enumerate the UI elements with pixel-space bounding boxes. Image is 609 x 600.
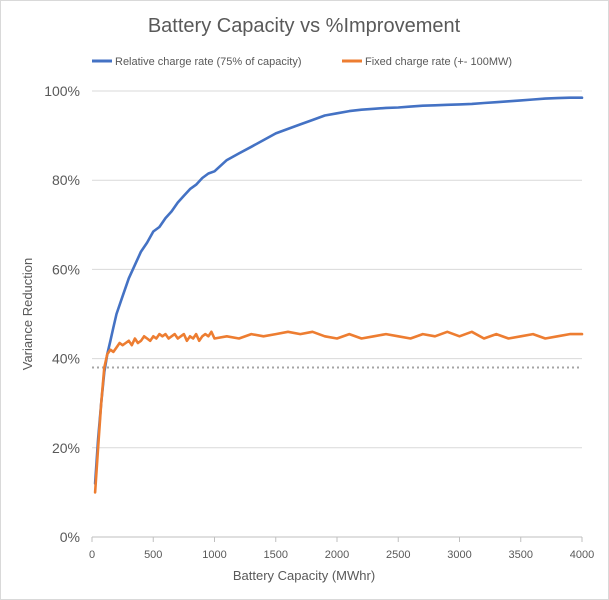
y-axis-label: Variance Reduction <box>20 258 35 371</box>
y-tick-label: 60% <box>52 261 80 277</box>
x-axis-ticks: 0 500 1000 1500 2000 2500 3000 3500 4000 <box>89 537 594 561</box>
y-tick-label: 20% <box>52 440 80 456</box>
series-line-relative <box>93 96 584 485</box>
y-tick-label: 0% <box>60 529 80 545</box>
x-tick-label: 2000 <box>325 549 349 561</box>
x-tick-label: 3000 <box>447 549 471 561</box>
x-tick-label: 500 <box>144 549 162 561</box>
x-tick-label: 2500 <box>386 549 410 561</box>
gridlines <box>92 90 582 538</box>
series-line-fixed <box>93 330 584 494</box>
x-tick-label: 4000 <box>570 549 594 561</box>
series-lines <box>93 96 584 494</box>
y-axis-ticks: 0% 20% 40% 60% 80% 100% <box>44 83 80 545</box>
chart-title: Battery Capacity vs %Improvement <box>148 15 461 37</box>
legend-label-relative: Relative charge rate (75% of capacity) <box>115 56 301 68</box>
x-tick-label: 1500 <box>264 549 288 561</box>
x-tick-label: 1000 <box>202 549 226 561</box>
legend: Relative charge rate (75% of capacity) F… <box>92 56 512 68</box>
y-tick-label: 100% <box>44 83 80 99</box>
y-tick-label: 80% <box>52 172 80 188</box>
x-tick-label: 3500 <box>509 549 533 561</box>
x-tick-label: 0 <box>89 549 95 561</box>
y-tick-label: 40% <box>52 351 80 367</box>
legend-label-fixed: Fixed charge rate (+- 100MW) <box>365 56 512 68</box>
x-axis-label: Battery Capacity (MWhr) <box>233 568 375 583</box>
